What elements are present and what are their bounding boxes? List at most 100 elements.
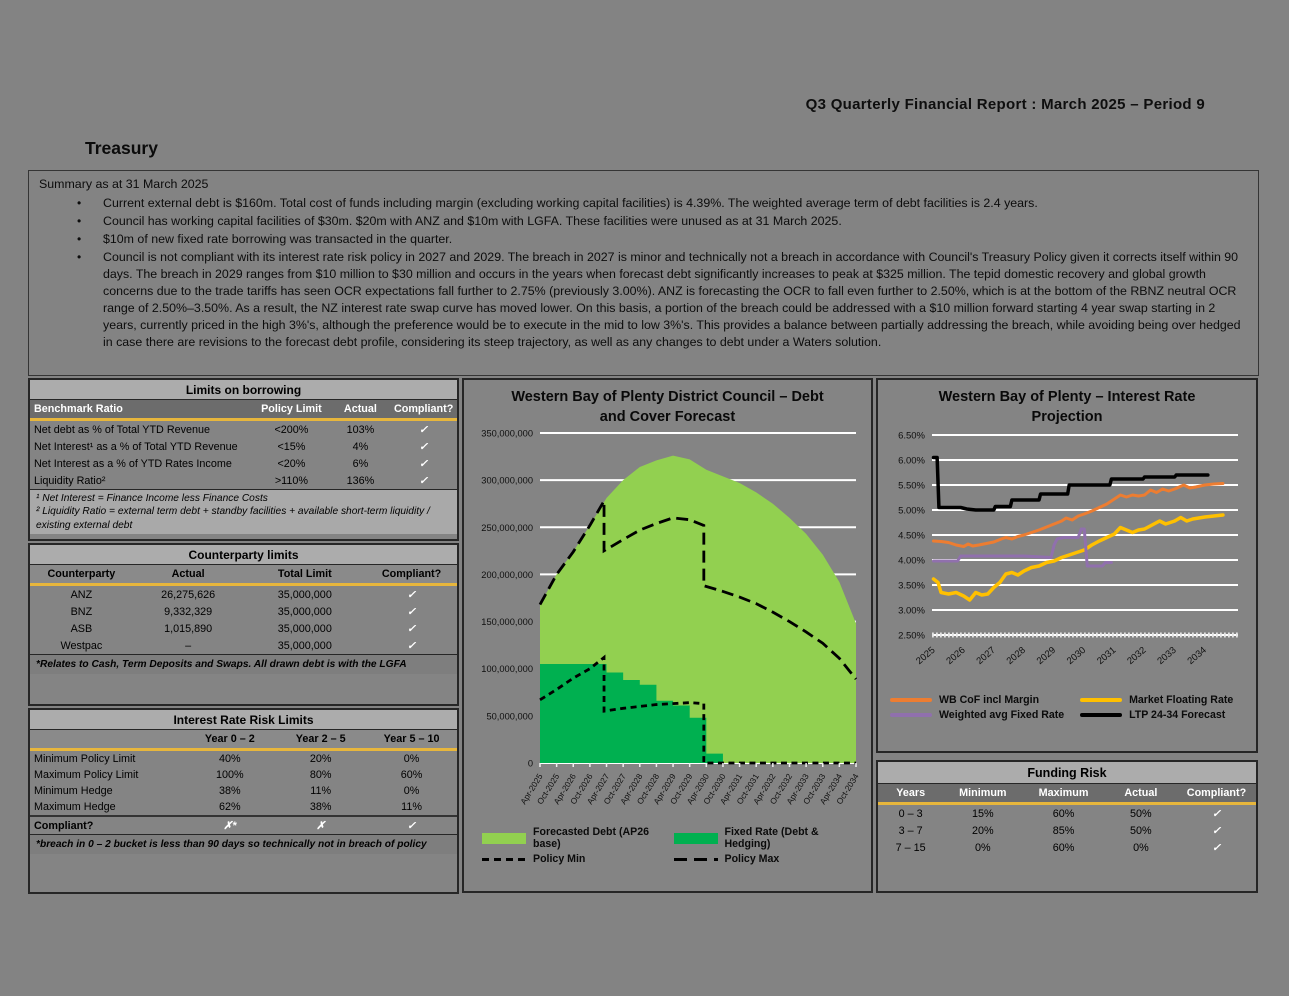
table-cell: ✗ bbox=[275, 815, 367, 834]
legend-swatch bbox=[890, 698, 932, 703]
table-header-cell: Total Limit bbox=[243, 565, 367, 586]
table-cell: 50% bbox=[1130, 807, 1152, 820]
rate-chart-svg: 2.50% 3.00% 3.50% 4.00% 4.50% 5.00% 5.50% 6.00%… bbox=[898, 431, 1238, 667]
table-cell: 15% bbox=[972, 807, 994, 820]
y-axis-label: 5.00% bbox=[898, 506, 925, 517]
y-axis-label: 200,000,000 bbox=[481, 570, 533, 580]
legend-swatch bbox=[890, 713, 932, 718]
series-policy-min bbox=[539, 654, 856, 765]
table-row: ASB 1,015,890 35,000,000 ✓ bbox=[30, 620, 457, 637]
table-header-cell: Compliant? bbox=[366, 565, 457, 586]
funding-risk-table: Funding Risk Years Minimum Maximum Actual Co… bbox=[876, 760, 1258, 893]
table-cell: 40% bbox=[219, 753, 241, 765]
x-axis-label: 2027 bbox=[974, 645, 997, 667]
table-cell: 103% bbox=[346, 423, 375, 436]
table-cell: ✓ bbox=[407, 606, 417, 618]
table-row: Minimum Policy Limit 40% 20% 0% bbox=[30, 750, 457, 768]
table-cell: 50% bbox=[1130, 824, 1152, 837]
table-cell: 9,332,329 bbox=[164, 605, 213, 618]
table-cell: ✓ bbox=[418, 441, 428, 453]
table-header-cell: Actual bbox=[1104, 784, 1177, 805]
table-cell: <20% bbox=[277, 457, 306, 470]
table-cell: 7 – 15 bbox=[895, 841, 926, 854]
table-header-cell: Policy Limit bbox=[251, 400, 331, 421]
x-axis-label: 2026 bbox=[944, 645, 967, 667]
table-header-cell: Counterparty bbox=[30, 565, 133, 586]
table-header-cell: Year 5 – 10 bbox=[366, 730, 457, 751]
interest-rate-risk-limits-table: Interest Rate Risk Limits Year 0 – 2 Year… bbox=[28, 708, 459, 894]
series-market-floating-rate bbox=[931, 513, 1225, 602]
table-cell: ✗* bbox=[184, 815, 276, 834]
table-header-cell: Maximum bbox=[1022, 784, 1105, 805]
table-cell: 35,000,000 bbox=[277, 588, 332, 601]
legend-label: WB CoF incl Margin bbox=[939, 694, 1040, 707]
y-axis-label: 3.00% bbox=[898, 606, 925, 617]
table-cell: ANZ bbox=[70, 588, 93, 601]
report-header: Q3 Quarterly Financial Report : March 20… bbox=[805, 96, 1205, 113]
x-axis-label: 2034 bbox=[1186, 645, 1209, 667]
table-title: Funding Risk bbox=[878, 762, 1256, 784]
summary-bullet: Council has working capital facilities o… bbox=[77, 213, 1244, 230]
legend-label: Weighted avg Fixed Rate bbox=[939, 709, 1065, 722]
series-wb-cof-incl-margin bbox=[932, 482, 1225, 549]
table-cell: – bbox=[185, 639, 192, 652]
table-cell: 1,015,890 bbox=[164, 622, 213, 635]
table-cell: 11% bbox=[310, 785, 332, 797]
legend-item: Forecasted Debt (AP26 base) bbox=[482, 826, 668, 850]
y-axis-label: 5.50% bbox=[898, 481, 925, 492]
table-cell: 60% bbox=[400, 769, 423, 781]
table-cell: BNZ bbox=[70, 605, 93, 618]
table-header-cell: Actual bbox=[330, 400, 390, 421]
table-cell: 35,000,000 bbox=[277, 639, 332, 652]
table-header-row: Years Minimum Maximum Actual Compliant? bbox=[878, 784, 1256, 805]
table-header-cell: Compliant? bbox=[1176, 784, 1256, 805]
table-cell: 136% bbox=[346, 474, 375, 487]
footnote-line: ¹ Net Interest = Finance Income less Fin… bbox=[36, 493, 268, 504]
y-axis-label: 150,000,000 bbox=[481, 617, 533, 627]
table-cell: Maximum Policy Limit bbox=[34, 769, 139, 781]
legend-label: Fixed Rate (Debt & Hedging) bbox=[724, 826, 819, 851]
legend-item: LTP 24-34 Forecast bbox=[1080, 709, 1250, 721]
table-row: Net debt as % of Total YTD Revenue <200% 1… bbox=[30, 420, 457, 439]
table-cell: ✓ bbox=[407, 589, 417, 601]
x-axis-label: 2030 bbox=[1065, 645, 1088, 667]
table-cell: 60% bbox=[1052, 841, 1075, 854]
table-cell: 20% bbox=[972, 824, 994, 837]
legend-label: Forecasted Debt (AP26 base) bbox=[533, 826, 649, 851]
table-cell: 62% bbox=[219, 801, 241, 813]
table-header-cell: Compliant? bbox=[389, 400, 457, 421]
summary-bullet: Current external debt is $160m. Total co… bbox=[77, 195, 1244, 212]
table-cell: 100% bbox=[216, 769, 244, 781]
table-header-cell: Year 2 – 5 bbox=[275, 730, 367, 751]
funding-table: Years Minimum Maximum Actual Compliant? 0 – 3… bbox=[878, 784, 1256, 856]
summary-box: Summary as at 31 March 2025 Current exte… bbox=[28, 170, 1259, 376]
table-footnote: *Relates to Cash, Term Deposits and Swap… bbox=[30, 654, 457, 675]
table-row: Minimum Hedge 38% 11% 0% bbox=[30, 783, 457, 799]
legend-item: Policy Max bbox=[673, 853, 860, 865]
table-cell: Net Interest as a % of YTD Rates Income bbox=[34, 457, 232, 470]
table-header-row: Counterparty Actual Total Limit Compliant? bbox=[30, 565, 457, 586]
summary-bullet-list: Current external debt is $160m. Total co… bbox=[39, 195, 1244, 351]
table-cell: 0 – 3 bbox=[898, 807, 923, 820]
legend-label: Policy Min bbox=[533, 853, 586, 866]
table-cell: 38% bbox=[219, 785, 241, 797]
table-header-row: Benchmark Ratio Policy Limit Actual Complia… bbox=[30, 400, 457, 421]
y-axis-label: 250,000,000 bbox=[481, 523, 533, 533]
table-footnote: ¹ Net Interest = Finance Income less Fin… bbox=[30, 489, 457, 534]
interest-risk-table: Year 0 – 2 Year 2 – 5 Year 5 – 10 Minimum P… bbox=[30, 730, 457, 834]
page-title: Treasury bbox=[85, 138, 158, 158]
table-cell: 0% bbox=[403, 785, 420, 797]
table-header-cell: Years bbox=[878, 784, 944, 805]
y-axis-label: 0 bbox=[528, 759, 533, 769]
table-row: Maximum Policy Limit 100% 80% 60% bbox=[30, 767, 457, 783]
table-footnote: *breach in 0 – 2 bucket is less than 90 … bbox=[30, 834, 457, 855]
debt-chart-svg: 0 50,000,000 100,000,000 150,000,000 200,000… bbox=[481, 429, 861, 807]
legend-swatch bbox=[673, 832, 718, 844]
table-cell: 35,000,000 bbox=[277, 622, 332, 635]
table-cell: ✓ bbox=[1211, 825, 1221, 837]
table-cell: 0% bbox=[403, 753, 420, 765]
legend-swatch bbox=[1080, 713, 1123, 718]
rate-projection-chart-panel: Western Bay of Plenty – Interest Rate Pr… bbox=[876, 378, 1258, 753]
chart-title: Western Bay of Plenty District Council –… bbox=[511, 389, 824, 425]
table-header-cell: Minimum bbox=[943, 784, 1023, 805]
